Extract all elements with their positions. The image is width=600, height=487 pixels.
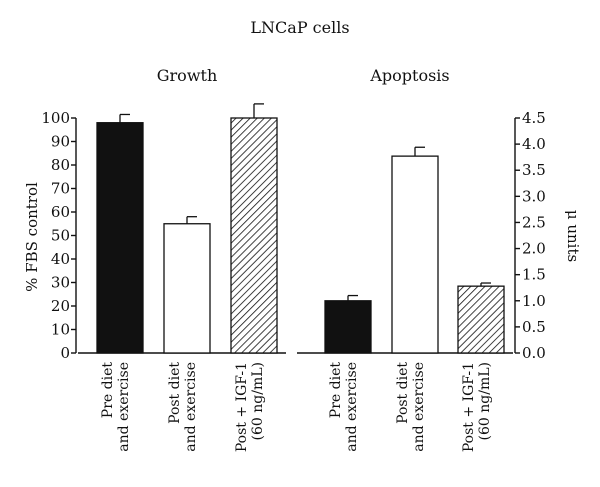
category-label-line: and exercise [183,362,199,452]
category-label-line: and exercise [411,362,427,452]
y-tick-label-right: 0.5 [522,318,546,336]
category-label: Post dietand exercise [395,362,427,452]
y-tick-label-left: 40 [51,250,70,268]
category-label-line: Pre diet [328,362,344,419]
y-tick-label-left: 20 [51,297,70,315]
category-label: Post + IGF-1(60 ng/mL) [461,362,493,452]
y-tick-label-left: 50 [51,227,70,245]
y-tick-label-right: 4.5 [522,109,546,127]
y-tick-label-right: 1.5 [522,266,546,284]
y-axis-label-left: % FBS control [23,182,41,292]
y-tick-label-right: 2.5 [522,213,546,231]
y-tick-label-right: 4.0 [522,135,546,153]
category-label: Post + IGF-1(60 ng/mL) [234,362,266,452]
y-tick-label-left: 30 [51,274,70,292]
category-label-line: Pre diet [100,362,116,419]
y-tick-label-left: 60 [51,203,70,221]
bar [230,117,278,354]
bar [457,285,505,354]
y-tick-label-left: 10 [51,321,70,339]
y-tick-label-left: 80 [51,156,70,174]
y-tick-label-right: 3.5 [522,161,546,179]
y-tick-label-right: 2.0 [522,240,546,258]
category-label-line: Post diet [167,362,183,424]
bar [324,300,372,354]
y-tick-label-left: 100 [41,109,70,127]
bar [96,122,144,354]
category-label: Post dietand exercise [167,362,199,452]
y-tick-label-left: 90 [51,133,70,151]
y-tick-label-right: 0.0 [522,344,546,362]
y-tick-label-right: 1.0 [522,292,546,310]
category-label-line: Post + IGF-1 [234,362,250,452]
panel-title-growth: Growth [157,66,218,85]
category-label-line: (60 ng/mL) [477,362,493,440]
category-label: Pre dietand exercise [100,362,132,452]
category-label-line: (60 ng/mL) [250,362,266,440]
chart-title: LNCaP cells [250,18,349,37]
category-label-line: Post diet [395,362,411,424]
y-tick-label-left: 0 [60,344,70,362]
category-label-line: and exercise [344,362,360,452]
panel-title-apoptosis: Apoptosis [369,66,449,85]
bar [163,223,211,354]
y-axis-label-right: μ units [564,210,582,262]
bar [391,155,439,354]
category-label: Pre dietand exercise [328,362,360,452]
category-label-line: and exercise [116,362,132,452]
y-tick-label-right: 3.0 [522,187,546,205]
category-label-line: Post + IGF-1 [461,362,477,452]
y-tick-label-left: 70 [51,180,70,198]
